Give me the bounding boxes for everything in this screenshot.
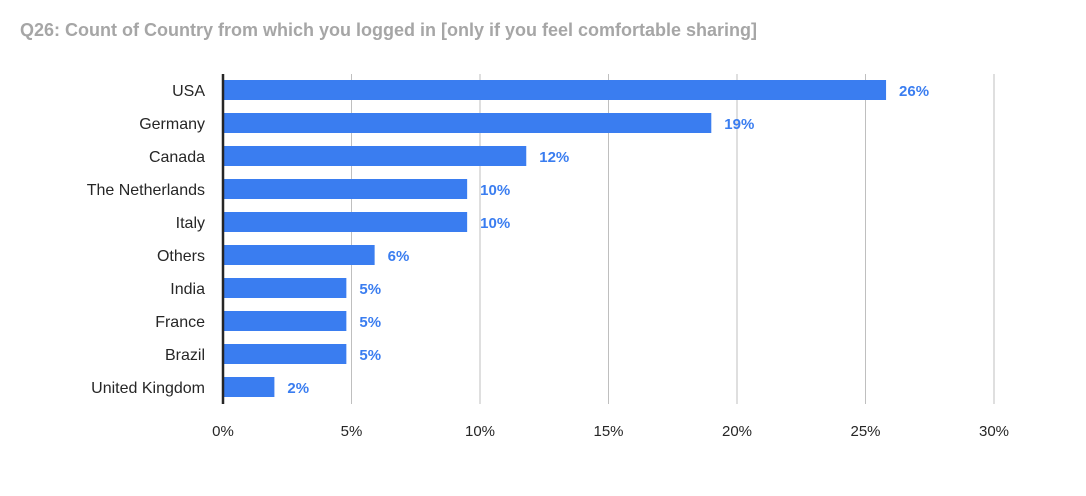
bar: [223, 245, 375, 265]
category-label: Germany: [139, 116, 205, 133]
category-label: France: [155, 314, 205, 331]
bar: [223, 179, 468, 199]
category-label: USA: [172, 83, 205, 100]
data-label: 19%: [724, 116, 754, 133]
data-label: 6%: [388, 248, 410, 265]
chart-title: Q26: Count of Country from which you log…: [20, 20, 758, 40]
bar: [223, 278, 347, 298]
bar: [223, 80, 887, 100]
category-label: The Netherlands: [87, 182, 205, 199]
category-labels: USA Germany Canada The Netherlands Italy Othe…: [87, 83, 206, 397]
x-tick-label: 10%: [465, 423, 495, 440]
x-axis-tick-labels: 0% 5% 10% 15% 20% 25% 30%: [212, 423, 1009, 440]
bar: [223, 377, 275, 397]
bar: [223, 311, 347, 331]
data-label: 2%: [287, 380, 309, 397]
bar: [223, 113, 712, 133]
data-label: 10%: [480, 215, 510, 232]
bars: [223, 80, 887, 397]
category-label: India: [170, 281, 205, 298]
bar: [223, 146, 527, 166]
data-labels: 26% 19% 12% 10% 10% 6% 5% 5% 5% 2%: [287, 83, 929, 397]
category-label: Others: [157, 248, 205, 265]
bar: [223, 212, 468, 232]
data-label: 26%: [899, 83, 929, 100]
x-tick-label: 0%: [212, 423, 234, 440]
data-label: 5%: [359, 314, 381, 331]
x-tick-label: 15%: [593, 423, 623, 440]
data-label: 12%: [539, 149, 569, 166]
bar: [223, 344, 347, 364]
gridlines: [351, 74, 995, 404]
data-label: 5%: [359, 347, 381, 364]
data-label: 5%: [359, 281, 381, 298]
x-tick-label: 25%: [850, 423, 880, 440]
x-tick-label: 30%: [979, 423, 1009, 440]
category-label: Brazil: [165, 347, 205, 364]
category-label: United Kingdom: [91, 380, 205, 397]
category-label: Italy: [176, 215, 205, 232]
category-label: Canada: [149, 149, 205, 166]
x-tick-label: 20%: [722, 423, 752, 440]
data-label: 10%: [480, 182, 510, 199]
x-tick-label: 5%: [341, 423, 363, 440]
